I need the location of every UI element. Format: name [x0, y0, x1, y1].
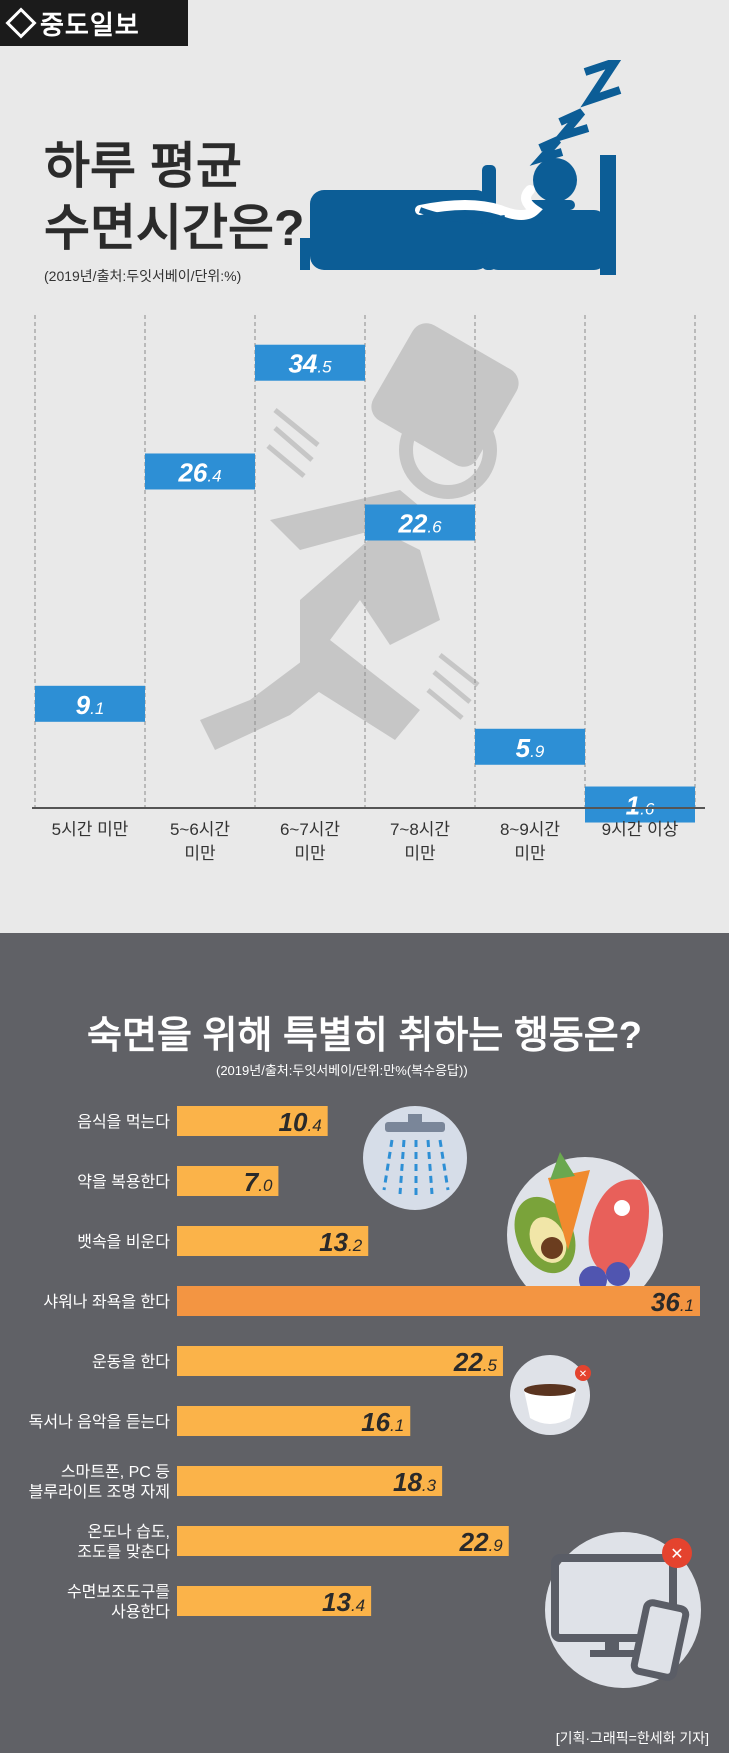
svg-text:✕: ✕ — [670, 1544, 683, 1563]
habit-bar-4 — [177, 1346, 503, 1376]
category-label-3: 7~8시간 미만 — [389, 820, 451, 863]
bar-4 — [475, 728, 585, 765]
sleep-habits-source-note: (2019년/출처:두잇서베이/단위:만%(복수응답)) — [216, 1063, 468, 1078]
habit-label-6: 스마트폰, PC 등 블루라이트 조명 자제 — [29, 1463, 170, 1501]
shower-icon — [363, 1106, 467, 1210]
habit-label-2: 뱃속을 비운다 — [77, 1233, 170, 1251]
data-label-0: 9.1 — [76, 690, 105, 720]
logo-diamond-icon — [5, 7, 37, 39]
category-label-1: 5~6시간 미만 — [169, 820, 231, 863]
habit-label-8: 수면보조도구를 사용한다 — [67, 1583, 170, 1621]
habit-label-0: 음식을 먹는다 — [77, 1113, 170, 1131]
habit-value-8: 13.4 — [322, 1587, 365, 1617]
brand-name: 중도일보 — [40, 9, 140, 40]
sleep-hours-chart: 9.1 26.4 34.5 22.6 5.9 1.6 — [32, 315, 705, 823]
sleep-habits-title: 숙면을 위해 특별히 취하는 행동은? — [87, 1015, 642, 1057]
habit-value-6: 18.3 — [393, 1467, 437, 1497]
habit-value-7: 22.9 — [459, 1527, 504, 1557]
bar-0 — [35, 685, 145, 722]
title-line-1: 하루 평균 — [44, 138, 242, 194]
category-label-5: 9시간 이상 — [601, 820, 679, 839]
habit-value-1: 7.0 — [244, 1167, 273, 1197]
category-label-4: 8~9시간 미만 — [499, 820, 561, 863]
monitor-phone-icon: ✕ — [545, 1532, 701, 1688]
data-label-2: 34.5 — [288, 349, 332, 379]
bar-5 — [585, 786, 695, 823]
sleep-hours-source-note: (2019년/출처:두잇서베이/단위:%) — [44, 268, 242, 284]
habit-value-3: 36.1 — [651, 1287, 694, 1317]
habit-label-5: 독서나 음악을 듣는다 — [29, 1413, 171, 1431]
habit-bar-7 — [177, 1526, 509, 1556]
habit-bar-6 — [177, 1466, 443, 1496]
habit-label-3: 샤워나 좌욕을 한다 — [43, 1293, 170, 1311]
bar-2 — [255, 344, 365, 381]
category-label-2: 6~7시간 미만 — [279, 820, 341, 863]
category-label-0: 5시간 미만 — [51, 820, 129, 839]
sleep-hours-section: 중도일보 하루 평균 수면시간은? (2019년/출처:두잇서베이/단위:%) — [0, 0, 729, 933]
sleep-habits-chart: ✕ ✕ 10.4 음식을 먹는다 7.0 약을 복용한다 13.2 뱃속을 비운다 36.1… — [29, 1106, 701, 1688]
svg-text:✕: ✕ — [579, 1369, 587, 1380]
habit-value-0: 10.4 — [279, 1107, 322, 1137]
food-plate-icon — [507, 1152, 663, 1313]
habit-bar-2 — [177, 1226, 369, 1256]
data-label-5: 1.6 — [626, 791, 655, 821]
habit-label-1: 약을 복용한다 — [77, 1173, 170, 1191]
bar-3 — [365, 504, 475, 541]
habit-value-4: 22.5 — [453, 1347, 498, 1377]
data-label-3: 22.6 — [397, 509, 442, 539]
credit-text: [기획·그래픽=한세화 기자] — [555, 1730, 709, 1746]
title-line-2: 수면시간은? — [44, 200, 305, 256]
habit-value-5: 16.1 — [361, 1407, 404, 1437]
habit-bar-1 — [177, 1166, 279, 1196]
walking-person-icon — [200, 323, 519, 750]
habit-bar-0 — [177, 1106, 328, 1136]
habit-bar-8 — [177, 1586, 372, 1616]
sleeping-person-icon — [300, 60, 622, 275]
habit-value-2: 13.2 — [319, 1227, 363, 1257]
habit-bar-5 — [177, 1406, 411, 1436]
habit-bar-3 — [177, 1286, 700, 1316]
bar-1 — [145, 453, 255, 490]
data-label-4: 5.9 — [516, 733, 545, 763]
brand-logo: 중도일보 — [0, 0, 188, 46]
sleep-hours-title: 하루 평균 수면시간은? — [44, 135, 305, 259]
coffee-icon: ✕ — [510, 1355, 591, 1435]
habit-label-4: 운동을 한다 — [92, 1353, 170, 1371]
data-label-1: 26.4 — [177, 457, 221, 487]
habit-label-7: 온도나 습도, 조도를 맞춘다 — [77, 1523, 170, 1561]
